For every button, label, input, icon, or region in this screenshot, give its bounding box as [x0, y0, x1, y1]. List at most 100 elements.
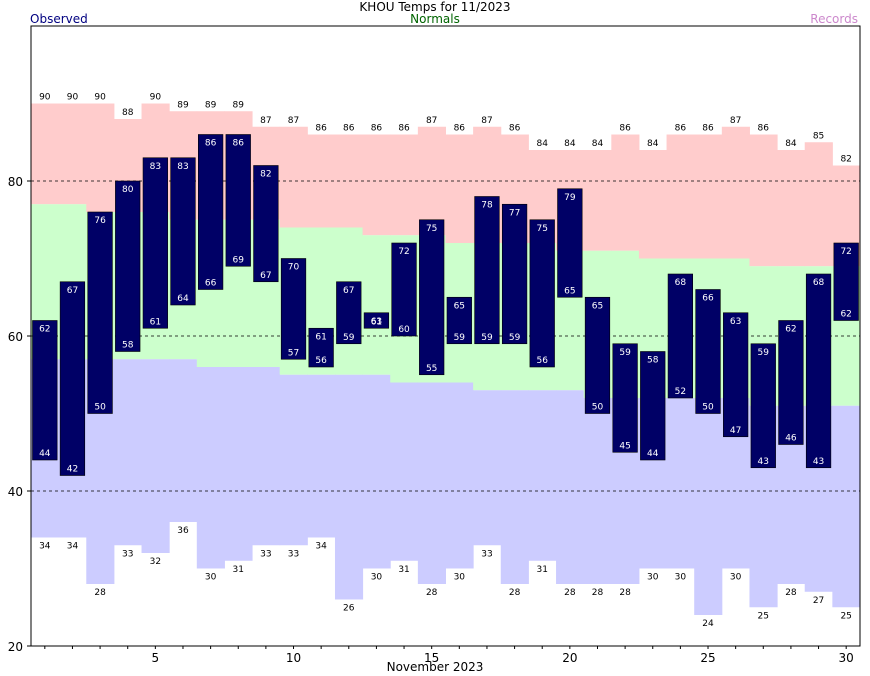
record-high-label: 86 — [702, 124, 714, 134]
record-high-label: 84 — [647, 139, 659, 149]
observed-bar — [750, 343, 776, 469]
observed-low-label: 56 — [315, 356, 327, 366]
record-high-label: 90 — [94, 93, 106, 103]
y-tick-label: 40 — [8, 485, 23, 499]
observed-high-label: 65 — [454, 301, 465, 311]
observed-bar — [667, 273, 693, 399]
record-high-label: 87 — [481, 116, 492, 126]
record-high-label: 88 — [122, 108, 134, 118]
observed-high-label: 59 — [619, 348, 631, 358]
record-high-label: 86 — [454, 124, 466, 134]
observed-high-label: 62 — [39, 325, 50, 335]
observed-bar — [363, 312, 390, 329]
x-axis-title: November 2023 — [386, 660, 484, 674]
record-low-label: 31 — [233, 565, 244, 575]
observed-low-label: 42 — [67, 465, 78, 475]
record-low-label: 34 — [39, 542, 51, 552]
observed-high-label: 72 — [398, 247, 409, 257]
observed-bar — [529, 219, 555, 368]
record-high-label: 90 — [67, 93, 79, 103]
record-high-band — [445, 134, 474, 243]
record-low-label: 30 — [730, 573, 742, 583]
y-tick-label: 20 — [8, 640, 23, 654]
observed-bar — [170, 157, 196, 306]
observed-bar — [557, 188, 583, 298]
record-low-label: 30 — [371, 573, 383, 583]
record-high-band — [666, 134, 695, 259]
observed-low-label: 67 — [260, 271, 271, 281]
record-low-band — [500, 390, 529, 584]
record-low-label: 33 — [260, 549, 271, 559]
observed-low-label: 50 — [592, 403, 604, 413]
observed-high-label: 77 — [509, 208, 520, 218]
observed-high-label: 70 — [288, 263, 300, 273]
observed-high-label: 61 — [315, 332, 326, 342]
observed-low-label: 55 — [426, 364, 437, 374]
record-low-label: 33 — [481, 549, 492, 559]
observed-high-label: 79 — [564, 193, 576, 203]
record-high-label: 87 — [730, 116, 741, 126]
observed-low-label: 47 — [730, 426, 741, 436]
record-high-label: 87 — [288, 116, 299, 126]
observed-bar — [142, 157, 168, 329]
x-tick-label: 15 — [424, 651, 439, 665]
record-low-band — [832, 405, 861, 608]
observed-bar — [198, 134, 224, 290]
record-high-label: 87 — [426, 116, 437, 126]
observed-bar — [695, 289, 721, 414]
observed-bar — [833, 242, 859, 321]
record-low-band — [390, 382, 419, 561]
record-high-label: 86 — [398, 124, 410, 134]
record-low-band — [224, 367, 253, 561]
record-high-label: 86 — [619, 124, 631, 134]
record-high-label: 86 — [371, 124, 383, 134]
observed-high-label: 65 — [592, 301, 603, 311]
record-low-label: 28 — [785, 588, 797, 598]
y-tick-label: 60 — [8, 330, 23, 344]
observed-bar — [612, 343, 638, 453]
record-low-label: 28 — [592, 588, 604, 598]
observed-low-label: 61 — [371, 317, 382, 327]
record-high-label: 84 — [564, 139, 576, 149]
observed-low-label: 58 — [122, 341, 134, 351]
record-low-band — [362, 374, 391, 569]
observed-low-label: 50 — [702, 403, 714, 413]
record-low-band — [141, 359, 170, 553]
record-high-band — [611, 134, 640, 251]
legend-normals: Normals — [410, 12, 460, 26]
record-high-label: 86 — [315, 124, 327, 134]
record-high-label: 90 — [39, 93, 51, 103]
record-low-band — [666, 398, 695, 569]
record-low-band — [528, 390, 557, 561]
observed-low-label: 57 — [288, 348, 299, 358]
observed-bar — [32, 320, 58, 461]
observed-high-label: 67 — [343, 286, 354, 296]
record-high-band — [638, 150, 668, 259]
observed-bar — [225, 134, 251, 267]
record-low-label: 30 — [205, 573, 217, 583]
x-tick-label: 25 — [700, 651, 715, 665]
record-low-label: 33 — [288, 549, 299, 559]
record-high-label: 87 — [260, 116, 271, 126]
observed-bar — [87, 211, 113, 414]
observed-low-label: 60 — [398, 325, 410, 335]
observed-high-label: 82 — [260, 170, 271, 180]
record-low-band — [279, 374, 308, 546]
record-low-label: 31 — [398, 565, 409, 575]
record-high-band — [777, 150, 806, 267]
record-low-label: 28 — [94, 588, 106, 598]
observed-high-label: 76 — [94, 216, 106, 226]
observed-bar — [308, 327, 334, 368]
record-low-label: 34 — [315, 542, 327, 552]
record-high-label: 84 — [592, 139, 604, 149]
observed-bar — [501, 203, 528, 345]
observed-high-label: 66 — [702, 294, 714, 304]
record-low-band — [445, 382, 474, 569]
record-low-label: 28 — [509, 588, 521, 598]
observed-high-label: 68 — [813, 278, 825, 288]
record-low-label: 24 — [702, 619, 714, 629]
observed-bar — [446, 296, 472, 345]
observed-high-label: 78 — [481, 201, 493, 211]
observed-low-label: 69 — [233, 255, 245, 265]
